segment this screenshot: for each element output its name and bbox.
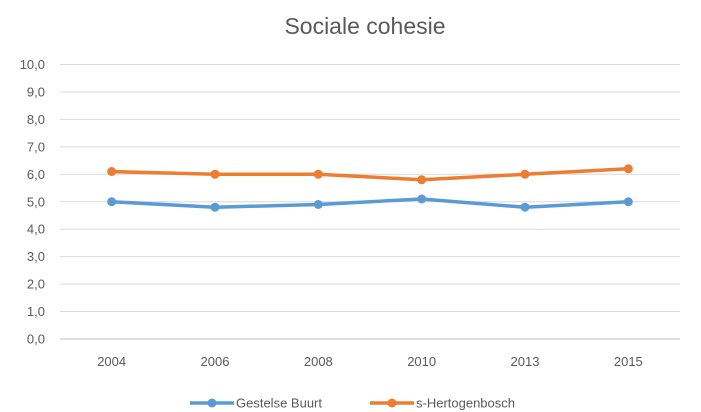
data-point	[210, 202, 220, 212]
data-point	[520, 169, 530, 179]
x-tick-label: 2010	[407, 354, 436, 369]
legend-label: Gestelse Buurt	[236, 396, 322, 411]
legend-item: Gestelse Buurt	[190, 396, 322, 411]
data-point	[417, 194, 427, 204]
data-point	[313, 169, 323, 179]
y-tick-label: 8,0	[27, 112, 45, 127]
x-tick-label: 2008	[304, 354, 333, 369]
y-tick-label: 3,0	[27, 249, 45, 264]
y-tick-label: 9,0	[27, 84, 45, 99]
y-tick-label: 7,0	[27, 139, 45, 154]
y-tick-label: 0,0	[27, 332, 45, 347]
y-tick-label: 2,0	[27, 277, 45, 292]
data-point	[107, 197, 117, 207]
legend-label: s-Hertogenbosch	[416, 396, 515, 411]
legend-swatch-marker	[387, 398, 397, 408]
series-layer	[107, 164, 633, 212]
y-tick-label: 5,0	[27, 194, 45, 209]
series-2	[107, 164, 633, 185]
x-tick-label: 2004	[97, 354, 126, 369]
legend: Gestelse Buurt s-Hertogenbosch	[190, 396, 515, 411]
y-tick-label: 1,0	[27, 304, 45, 319]
data-point	[623, 197, 633, 207]
series-line	[109, 197, 631, 209]
chart-title: Sociale cohesie	[284, 13, 445, 39]
legend-item: s-Hertogenbosch	[370, 396, 515, 411]
y-axis-tick-labels: 0,0 1,0 2,0 3,0 4,0 5,0 6,0 7,0 8,0 9,0 10,0	[20, 57, 45, 347]
data-point	[313, 199, 323, 209]
y-tick-label: 4,0	[27, 222, 45, 237]
legend-swatch-marker	[207, 398, 217, 408]
data-point	[107, 167, 117, 177]
data-point	[417, 175, 427, 185]
data-point	[623, 164, 633, 174]
x-tick-label: 2006	[201, 354, 230, 369]
data-point	[520, 202, 530, 212]
x-tick-label: 2013	[511, 354, 540, 369]
data-point	[210, 169, 220, 179]
x-tick-label: 2015	[614, 354, 643, 369]
y-tick-label: 6,0	[27, 167, 45, 182]
x-axis-tick-labels: 2004 2006 2008 2010 2013 2015	[97, 354, 643, 369]
series-1	[107, 194, 633, 212]
y-tick-label: 10,0	[20, 57, 45, 72]
series-line	[109, 167, 631, 182]
